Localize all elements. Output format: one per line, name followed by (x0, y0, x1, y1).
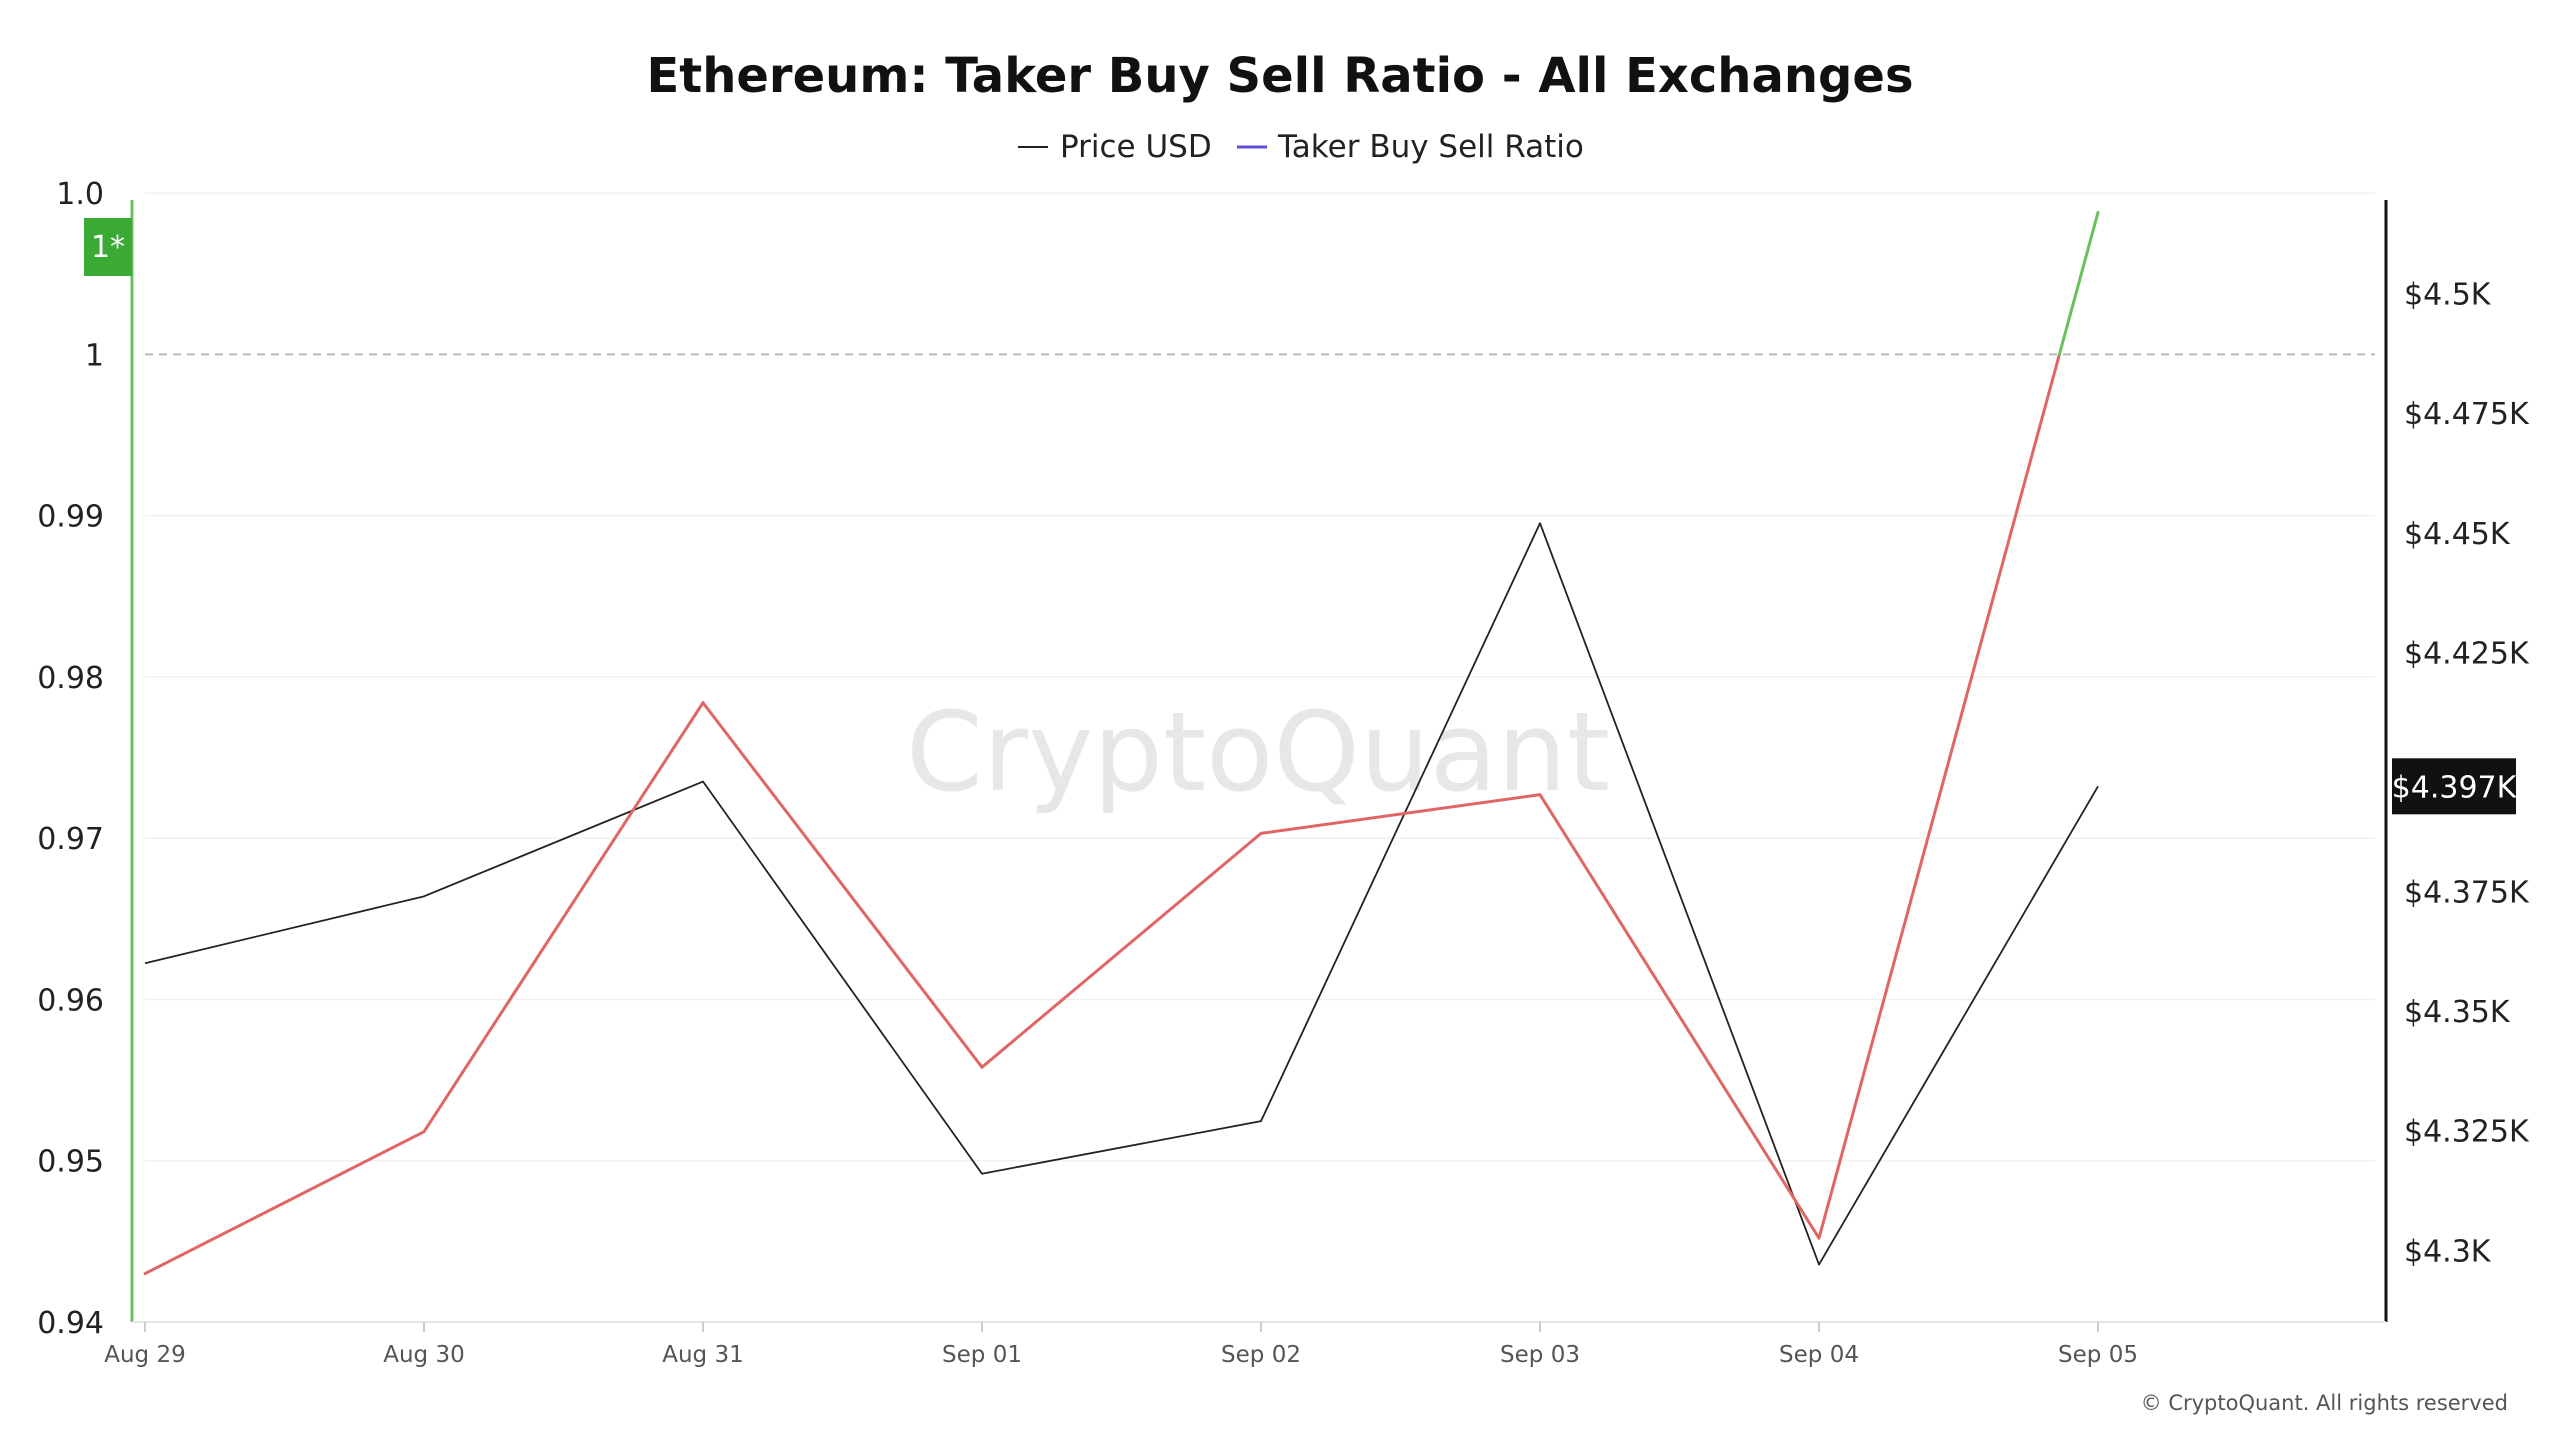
y-left-tick-label: 1 (85, 338, 104, 373)
ratio-line-segment (2057, 211, 2100, 356)
ratio-line-segment (1259, 793, 1542, 835)
y-right-tick-label: $4.45K (2404, 517, 2511, 552)
ratio-line-segment (422, 701, 705, 1134)
y-axis-right: $4.3K $4.325K $4.35K $4.375K $4.425K $4.45K $4… (2404, 278, 2530, 1270)
y-right-tick-label: $4.475K (2404, 397, 2530, 432)
ratio-line-segment (701, 701, 984, 1069)
axes (130, 200, 2388, 1323)
y-right-tick-label: $4.375K (2404, 876, 2530, 911)
x-tick-label: Sep 05 (2058, 1342, 2138, 1368)
ratio-badge-label: 1* (91, 230, 125, 265)
chart-title: Ethereum: Taker Buy Sell Ratio - All Exc… (646, 48, 1913, 104)
ratio-line-segment (1538, 793, 1821, 1240)
y-axis-left: 0.94 0.95 0.96 0.97 0.98 0.99 1 1.0 (37, 177, 104, 1341)
legend-item-ratio[interactable]: Taker Buy Sell Ratio (1237, 129, 1584, 165)
legend-item-price[interactable]: Price USD (1018, 129, 1212, 165)
y-left-tick-label: 0.95 (37, 1145, 104, 1180)
legend-label-ratio: Taker Buy Sell Ratio (1277, 129, 1584, 165)
y-left-tick-label: 0.97 (37, 822, 104, 857)
x-tick-label: Aug 31 (662, 1342, 744, 1368)
y-left-tick-label: 0.99 (37, 500, 104, 535)
current-price-tag-bg (2392, 758, 2516, 815)
x-tick-label: Aug 29 (104, 1342, 186, 1368)
current-price-label: $4.397K (2392, 770, 2518, 805)
x-tick-label: Sep 04 (1779, 1342, 1859, 1368)
copyright: © CryptoQuant. All rights reserved (2141, 1391, 2508, 1415)
series (143, 211, 2100, 1276)
ratio-badge: 1* (84, 218, 132, 276)
ratio-line-segment (980, 831, 1263, 1069)
grid (145, 192, 2375, 1162)
ratio-line-segment (143, 1130, 426, 1276)
legend: Price USD Taker Buy Sell Ratio (1018, 129, 1584, 165)
ratio-badge-bg (84, 218, 132, 276)
y-left-tick-label: 0.98 (37, 661, 104, 696)
ratio-line-segment (1817, 352, 2061, 1240)
y-left-tick-label: 0.96 (37, 983, 104, 1018)
y-right-tick-label: $4.425K (2404, 636, 2530, 671)
watermark: CryptoQuant (906, 688, 1610, 816)
price-usd-line (144, 522, 2099, 1266)
x-tick-label: Sep 03 (1500, 1342, 1580, 1368)
legend-label-price: Price USD (1060, 129, 1212, 165)
x-tick-label: Sep 02 (1221, 1342, 1301, 1368)
y-left-tick-label: 1.0 (56, 177, 104, 212)
y-right-tick-label: $4.3K (2404, 1234, 2492, 1269)
y-right-tick-label: $4.5K (2404, 278, 2492, 313)
current-price-tag: $4.397K (2392, 758, 2518, 815)
y-left-tick-label: 0.94 (37, 1306, 104, 1341)
x-axis: Aug 29 Aug 30 Aug 31 Sep 01 Sep 02 Sep 03 Sep … (104, 1322, 2138, 1368)
y-right-tick-label: $4.35K (2404, 995, 2511, 1030)
y-right-tick-label: $4.325K (2404, 1115, 2530, 1150)
x-tick-label: Aug 30 (383, 1342, 465, 1368)
x-tick-label: Sep 01 (942, 1342, 1022, 1368)
